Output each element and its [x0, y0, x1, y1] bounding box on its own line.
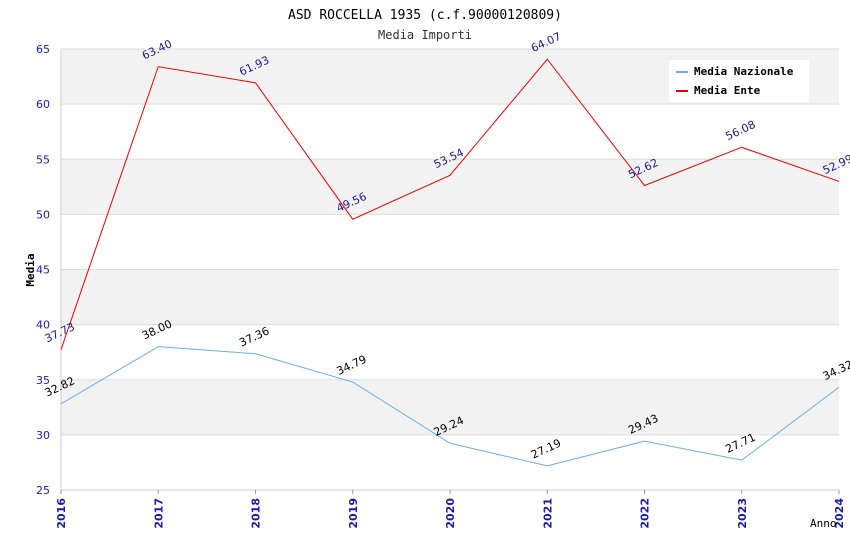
axes	[60, 49, 840, 494]
x-tick-label: 2017	[152, 498, 165, 529]
y-tick-label: 50	[36, 208, 50, 221]
series-lines	[60, 58, 840, 467]
plot-band	[61, 214, 839, 270]
x-tick-label: 2024	[833, 498, 846, 529]
x-tick-label: 2022	[639, 498, 652, 529]
y-tick-label: 45	[36, 264, 50, 277]
x-tick-labels: 2016 2017 2018 2019 2020 2021 2022 2023 2024	[55, 498, 846, 529]
legend-label-ente: Media Ente	[694, 84, 761, 97]
y-tick-label: 40	[36, 319, 50, 332]
y-tick-label: 35	[36, 374, 50, 387]
x-tick-label: 2020	[444, 498, 457, 529]
plot-band	[61, 379, 839, 435]
plot-bands	[61, 49, 839, 490]
plot-band	[61, 434, 839, 490]
y-tick-labels: 25 30 35 40 45 50 55 60 65	[36, 43, 50, 497]
x-tick-label: 2016	[55, 498, 68, 529]
chart-subtitle: Media Importi	[378, 28, 472, 42]
y-tick-label: 55	[36, 153, 50, 166]
x-axis-label: Anno	[810, 517, 837, 530]
plot-band	[61, 269, 839, 325]
plot-band	[61, 324, 839, 380]
y-tick-label: 65	[36, 43, 50, 56]
x-tick-label: 2018	[250, 498, 263, 529]
legend-label-nazionale: Media Nazionale	[694, 65, 794, 78]
x-tick-label: 2019	[347, 498, 360, 529]
series-line	[60, 58, 840, 350]
chart-title: ASD ROCCELLA 1935 (c.f.90000120809)	[288, 8, 562, 23]
legend-box	[669, 60, 809, 102]
plot-band	[61, 159, 839, 215]
x-tick-label: 2021	[541, 498, 554, 529]
plot-band	[61, 104, 839, 160]
series-line	[60, 346, 840, 467]
x-tick-label: 2023	[736, 498, 749, 529]
y-tick-label: 30	[36, 429, 50, 442]
legend: Media Nazionale Media Ente	[669, 60, 809, 102]
y-tick-label: 25	[36, 484, 50, 497]
y-axis-label: Media	[24, 253, 37, 286]
y-tick-label: 60	[36, 98, 50, 111]
